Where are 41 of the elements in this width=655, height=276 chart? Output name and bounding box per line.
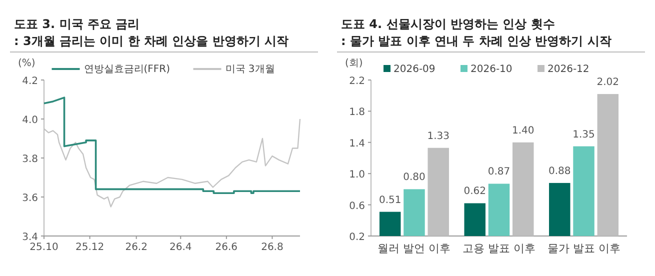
legend-label: 2026-12 bbox=[548, 64, 590, 75]
data-label: 1.35 bbox=[572, 129, 595, 140]
legend-label: 2026-09 bbox=[394, 64, 436, 75]
data-label: 0.62 bbox=[464, 186, 486, 198]
x-tick-label: 25.10 bbox=[30, 242, 58, 253]
x-tick-label: 26.8 bbox=[261, 242, 284, 253]
y-tick-label: 0.6 bbox=[349, 200, 365, 212]
x-tick-label: 26.4 bbox=[170, 242, 192, 253]
chart-subtitle: : 3개월 금리는 이미 한 차례 인상을 반영하기 시작 bbox=[14, 34, 289, 48]
x-tick-label: 월러 발언 이후 bbox=[378, 242, 451, 255]
legend-label: 2026-10 bbox=[470, 64, 512, 75]
x-tick-label: 26.2 bbox=[125, 242, 148, 253]
y-tick-label: 1.0 bbox=[349, 170, 365, 181]
data-label: 1.33 bbox=[427, 130, 450, 142]
y-tick-label: 3.6 bbox=[22, 193, 38, 204]
line-series bbox=[43, 96, 301, 194]
y-tick-label: 2.2 bbox=[349, 76, 365, 87]
x-tick-label: 25.12 bbox=[75, 242, 104, 253]
y-tick-label: 1.8 bbox=[349, 107, 365, 118]
chart-title: 도표 4. 선물시장이 반영하는 인상 횟수 bbox=[341, 17, 555, 31]
x-tick-label: 물가 발표 이후 bbox=[547, 242, 620, 255]
data-label: 0.87 bbox=[488, 166, 510, 178]
x-tick-label: 고용 발표 이후 bbox=[462, 242, 536, 255]
y-tick-label: 4.0 bbox=[22, 115, 38, 126]
y-axis-title: (%) bbox=[18, 58, 36, 69]
data-label: 2.02 bbox=[596, 77, 620, 88]
legend-label: 연방실효금리(FFR) bbox=[84, 64, 170, 75]
legend-label: 미국 3개월 bbox=[225, 64, 275, 75]
y-tick-label: 4.2 bbox=[22, 76, 38, 87]
data-label: 1.40 bbox=[512, 125, 534, 136]
chart-title: 도표 3. 미국 주요 금리 bbox=[14, 17, 140, 31]
data-label: 0.51 bbox=[378, 194, 402, 206]
data-label: 0.88 bbox=[548, 166, 571, 177]
y-axis-title: (회) bbox=[345, 58, 363, 69]
data-label: 0.80 bbox=[403, 172, 426, 184]
y-tick-label: 3.8 bbox=[22, 154, 38, 165]
y-tick-label: 0.2 bbox=[349, 232, 365, 243]
y-tick-label: 1.4 bbox=[349, 138, 365, 150]
x-tick-label: 26.6 bbox=[215, 242, 238, 253]
y-tick-label: 3.4 bbox=[22, 232, 38, 243]
chart-subtitle: : 물가 발표 이후 연내 두 차례 인상 반영하기 시작 bbox=[341, 34, 612, 48]
